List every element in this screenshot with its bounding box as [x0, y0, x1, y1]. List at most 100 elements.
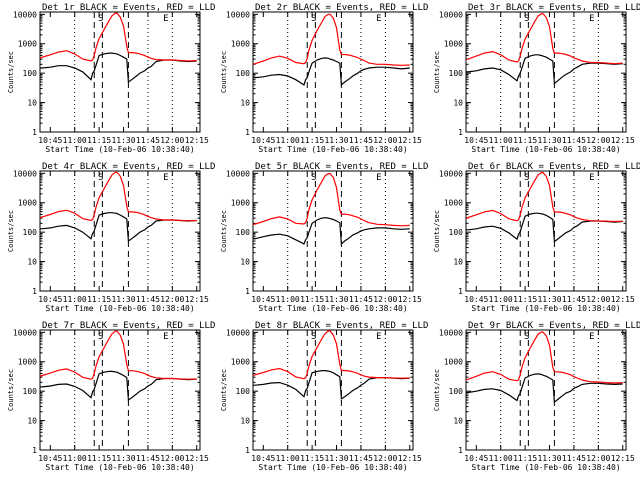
panel-title: Det 7r BLACK = Events, RED = LLD [42, 321, 215, 331]
panel-det-2: Det 2r BLACK = Events, RED = LLD 1 10 100 10… [220, 3, 428, 154]
x-tick-label: 12:00 [586, 136, 610, 145]
y-tick-label: 100 [449, 387, 464, 396]
y-tick-label: 100 [23, 69, 38, 78]
x-tick-label: 12:00 [160, 454, 184, 463]
x-tick-label: 12:00 [160, 136, 184, 145]
x-tick-label: 11:45 [349, 136, 373, 145]
x-tick-label: 11:30 [537, 295, 561, 304]
x-tick-label: 11:15 [300, 136, 324, 145]
y-tick-label: 10000 [13, 328, 37, 337]
x-tick-label: 12:00 [586, 295, 610, 304]
annotation-e: E [589, 332, 594, 342]
panel-title: Det 9r BLACK = Events, RED = LLD [468, 321, 640, 331]
x-tick-label: 11:45 [136, 454, 160, 463]
y-tick-label: 1 [245, 287, 250, 296]
x-tick-label: 12:00 [373, 136, 397, 145]
y-tick-label: 10 [453, 258, 463, 267]
y-tick-label: 100 [236, 387, 251, 396]
y-axis-label: Counts/sec [433, 369, 441, 411]
annotation-s: S [311, 332, 316, 342]
y-axis-label: Counts/sec [7, 51, 15, 93]
x-axis-label: Start Time (10-Feb-06 10:38:40) [45, 463, 194, 472]
y-tick-label: 1000 [18, 40, 37, 49]
y-tick-label: 1000 [18, 358, 37, 367]
x-tick-label: 11:15 [300, 454, 324, 463]
x-tick-label: 11:00 [63, 454, 87, 463]
y-tick-label: 10 [240, 417, 250, 426]
panel-det-4: Det 4r BLACK = Events, RED = LLD 1 10 100 10… [7, 162, 215, 313]
x-tick-label: 11:00 [276, 136, 300, 145]
x-tick-label: 10:45 [251, 295, 275, 304]
series-events [40, 212, 197, 243]
annotation-s: S [98, 332, 103, 342]
x-tick-label: 11:15 [513, 136, 537, 145]
x-tick-label: 11:00 [276, 295, 300, 304]
y-tick-label: 1000 [444, 358, 463, 367]
plot-frame [252, 170, 414, 292]
y-tick-label: 10000 [439, 169, 463, 178]
x-tick-label: 11:00 [489, 136, 513, 145]
y-axis-label: Counts/sec [433, 210, 441, 252]
y-tick-label: 1 [458, 446, 463, 455]
annotation-e: E [163, 332, 168, 342]
x-tick-label: 11:15 [87, 295, 111, 304]
x-tick-label: 12:15 [398, 454, 422, 463]
panel-title: Det 5r BLACK = Events, RED = LLD [255, 162, 428, 172]
x-tick-label: 12:15 [611, 454, 635, 463]
x-tick-label: 12:15 [398, 295, 422, 304]
series-events [40, 370, 197, 402]
x-tick-label: 11:30 [537, 136, 561, 145]
series-events [466, 54, 623, 85]
x-tick-label: 11:30 [111, 136, 135, 145]
y-tick-label: 1 [245, 128, 250, 137]
plot-frame [252, 11, 414, 133]
x-tick-label: 11:30 [324, 295, 348, 304]
y-axis-label: Counts/sec [220, 369, 228, 411]
panel-det-5: Det 5r BLACK = Events, RED = LLD 1 10 100 10… [220, 162, 428, 313]
x-tick-label: 11:00 [63, 295, 87, 304]
x-tick-label: 11:45 [562, 136, 586, 145]
y-tick-label: 1 [32, 287, 37, 296]
y-tick-label: 1 [32, 446, 37, 455]
x-tick-label: 10:45 [464, 454, 488, 463]
annotation-e: E [376, 332, 381, 342]
y-axis-label: Counts/sec [220, 210, 228, 252]
series-lld [466, 331, 623, 384]
y-tick-label: 10 [27, 417, 37, 426]
panel-title: Det 3r BLACK = Events, RED = LLD [468, 3, 640, 13]
panel-title: Det 8r BLACK = Events, RED = LLD [255, 321, 428, 331]
x-tick-label: 11:30 [111, 454, 135, 463]
annotation-s: S [524, 173, 529, 183]
series-lld [40, 171, 197, 222]
y-tick-label: 10000 [13, 10, 37, 19]
y-tick-label: 1000 [231, 199, 250, 208]
y-tick-label: 10 [240, 258, 250, 267]
x-axis-label: Start Time (10-Feb-06 10:38:40) [45, 145, 194, 154]
panel-title: Det 1r BLACK = Events, RED = LLD [42, 3, 215, 13]
x-tick-label: 11:00 [63, 136, 87, 145]
x-tick-label: 11:15 [87, 454, 111, 463]
y-tick-label: 1000 [444, 199, 463, 208]
x-tick-label: 11:45 [562, 295, 586, 304]
y-tick-label: 1 [245, 446, 250, 455]
plot-frame [39, 329, 201, 451]
x-tick-label: 12:15 [185, 454, 209, 463]
x-tick-label: 11:30 [324, 454, 348, 463]
x-tick-label: 11:15 [513, 295, 537, 304]
panel-det-8: Det 8r BLACK = Events, RED = LLD 1 10 100 10… [220, 321, 428, 472]
y-tick-label: 100 [23, 387, 38, 396]
panel-det-9: Det 9r BLACK = Events, RED = LLD 1 10 100 10… [433, 321, 640, 472]
panel-det-7: Det 7r BLACK = Events, RED = LLD 1 10 100 10… [7, 321, 215, 472]
y-tick-label: 100 [449, 69, 464, 78]
plot-frame [465, 329, 627, 451]
x-tick-label: 12:15 [185, 136, 209, 145]
x-tick-label: 12:00 [373, 295, 397, 304]
y-tick-label: 1000 [18, 199, 37, 208]
x-tick-label: 11:45 [349, 454, 373, 463]
x-axis-label: Start Time (10-Feb-06 10:38:40) [258, 463, 407, 472]
annotation-s: S [98, 173, 103, 183]
x-tick-label: 11:00 [489, 454, 513, 463]
y-tick-label: 1 [32, 128, 37, 137]
plot-frame [252, 329, 414, 451]
x-tick-label: 11:15 [513, 454, 537, 463]
